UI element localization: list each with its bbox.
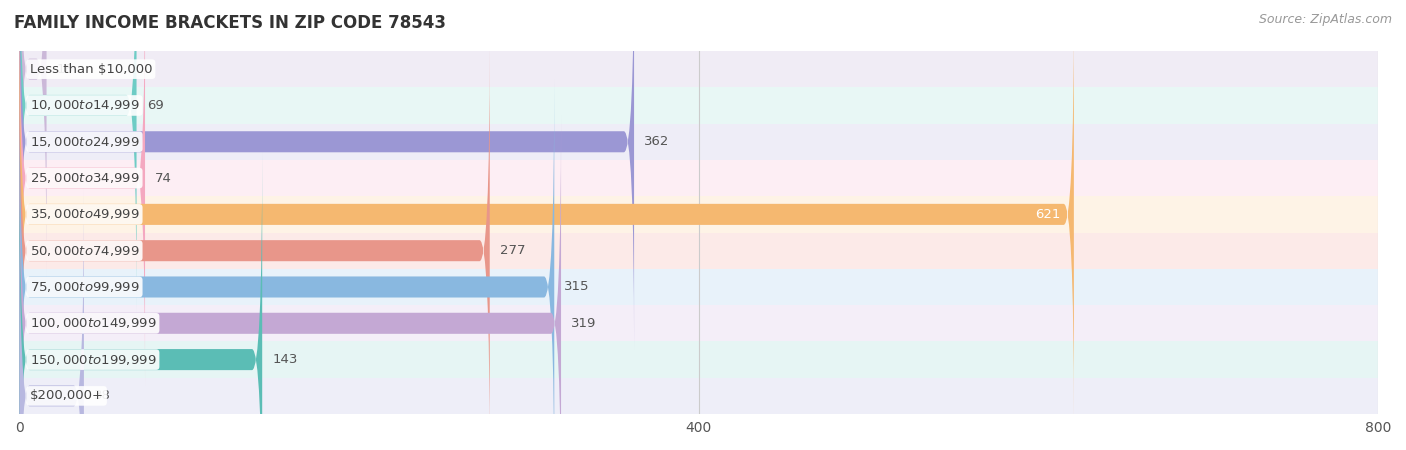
FancyBboxPatch shape [20,0,634,349]
Text: $10,000 to $14,999: $10,000 to $14,999 [30,99,139,112]
FancyBboxPatch shape [20,0,145,385]
Text: 143: 143 [273,353,298,366]
Text: $150,000 to $199,999: $150,000 to $199,999 [30,353,156,367]
Text: $15,000 to $24,999: $15,000 to $24,999 [30,135,139,149]
Text: 38: 38 [94,389,111,402]
Text: FAMILY INCOME BRACKETS IN ZIP CODE 78543: FAMILY INCOME BRACKETS IN ZIP CODE 78543 [14,14,446,32]
Bar [20,160,1378,196]
Bar [20,51,1378,87]
FancyBboxPatch shape [20,116,561,450]
Text: $25,000 to $34,999: $25,000 to $34,999 [30,171,139,185]
Bar [20,305,1378,342]
Bar [20,87,1378,124]
Text: $35,000 to $49,999: $35,000 to $49,999 [30,207,139,221]
Text: $75,000 to $99,999: $75,000 to $99,999 [30,280,139,294]
Text: 621: 621 [1035,208,1060,221]
Text: 277: 277 [501,244,526,257]
FancyBboxPatch shape [20,152,262,450]
Text: 16: 16 [56,63,73,76]
Text: 362: 362 [644,135,669,148]
Text: Less than $10,000: Less than $10,000 [30,63,152,76]
Bar [20,124,1378,160]
FancyBboxPatch shape [20,189,84,450]
Text: 319: 319 [571,317,596,330]
Bar [20,378,1378,414]
FancyBboxPatch shape [20,0,136,313]
Text: $200,000+: $200,000+ [30,389,104,402]
Bar [20,233,1378,269]
FancyBboxPatch shape [20,7,1074,422]
Text: 74: 74 [155,171,172,184]
Text: 69: 69 [146,99,163,112]
Bar [20,269,1378,305]
Text: $50,000 to $74,999: $50,000 to $74,999 [30,244,139,258]
FancyBboxPatch shape [20,43,489,450]
Text: 315: 315 [564,280,591,293]
Bar [20,342,1378,378]
Text: $100,000 to $149,999: $100,000 to $149,999 [30,316,156,330]
FancyBboxPatch shape [20,80,554,450]
Text: Source: ZipAtlas.com: Source: ZipAtlas.com [1258,14,1392,27]
Bar [20,196,1378,233]
FancyBboxPatch shape [20,0,46,276]
